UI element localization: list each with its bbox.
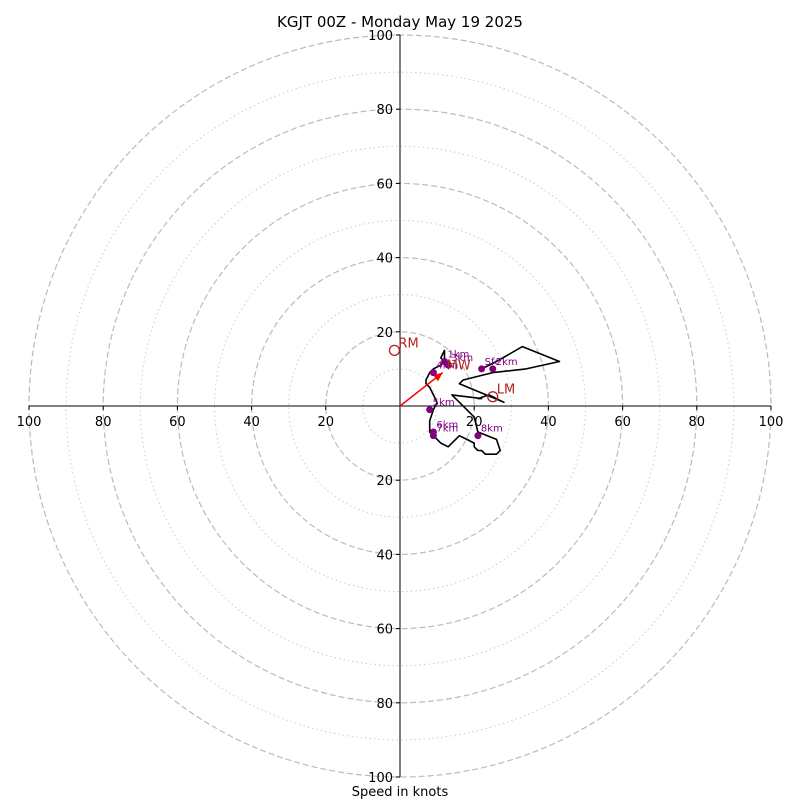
y-tick-label: 80 <box>376 697 393 712</box>
motion-marker-RM <box>388 344 401 357</box>
y-tick-label: 60 <box>376 623 393 638</box>
y-tick-label: 20 <box>376 326 393 341</box>
x-tick-label: 80 <box>689 415 706 430</box>
height-label-8km: 8km <box>481 424 503 435</box>
x-tick-label: 100 <box>17 415 42 430</box>
x-tick-label: 20 <box>318 415 335 430</box>
y-tick-label: 20 <box>376 474 393 489</box>
height-label-1km: 1km <box>448 349 470 360</box>
motion-marker-LM <box>487 391 499 403</box>
y-tick-label: 100 <box>368 771 393 786</box>
height-label-3km: 3km <box>451 353 473 364</box>
x-tick-label: 40 <box>243 415 260 430</box>
x-tick-label: 60 <box>169 415 186 430</box>
y-tick-label: 100 <box>368 29 393 44</box>
motion-label-MW: MW <box>447 359 471 374</box>
axis-tick-labels: 100 80 60 40 20 20 40 60 80 100 100 80 60 40 20 20 40 60 8… <box>17 29 784 786</box>
x-tick-label: 80 <box>95 415 112 430</box>
height-label-5km: 5km <box>433 398 455 409</box>
x-tick-label: 40 <box>540 415 557 430</box>
height-point-7km <box>429 432 437 440</box>
height-point-4km <box>429 369 437 377</box>
mean-wind-arrow-line <box>399 372 444 407</box>
x-tick-label: 100 <box>759 415 784 430</box>
height-point-5km <box>426 406 434 414</box>
height-point-Sfc <box>478 365 486 373</box>
height-label-6km: 6km <box>436 420 458 431</box>
y-tick-label: 60 <box>376 177 393 192</box>
height-point-2km <box>489 365 497 373</box>
storm-motion-markers: RM LM MW <box>388 336 515 403</box>
height-label-7km: 7km <box>436 424 458 435</box>
motion-label-RM: RM <box>398 336 418 351</box>
height-point-3km <box>444 361 452 369</box>
hodograph-line <box>425 345 561 456</box>
x-tick-label: 20 <box>466 415 483 430</box>
x-tick-label: 60 <box>614 415 631 430</box>
height-label-2km: 2km <box>496 357 518 368</box>
motion-label-LM: LM <box>497 383 515 398</box>
height-label-Sfc: Sfc <box>485 357 500 368</box>
x-axis-label: Speed in knots <box>352 785 449 800</box>
height-label-4km: 4km <box>436 361 458 372</box>
y-tick-label: 80 <box>376 103 393 118</box>
y-tick-label: 40 <box>376 252 393 267</box>
chart-title: KGJT 00Z - Monday May 19 2025 <box>277 13 523 31</box>
y-tick-label: 40 <box>376 548 393 563</box>
height-point-8km <box>474 432 482 440</box>
hodograph-trace <box>425 345 561 456</box>
